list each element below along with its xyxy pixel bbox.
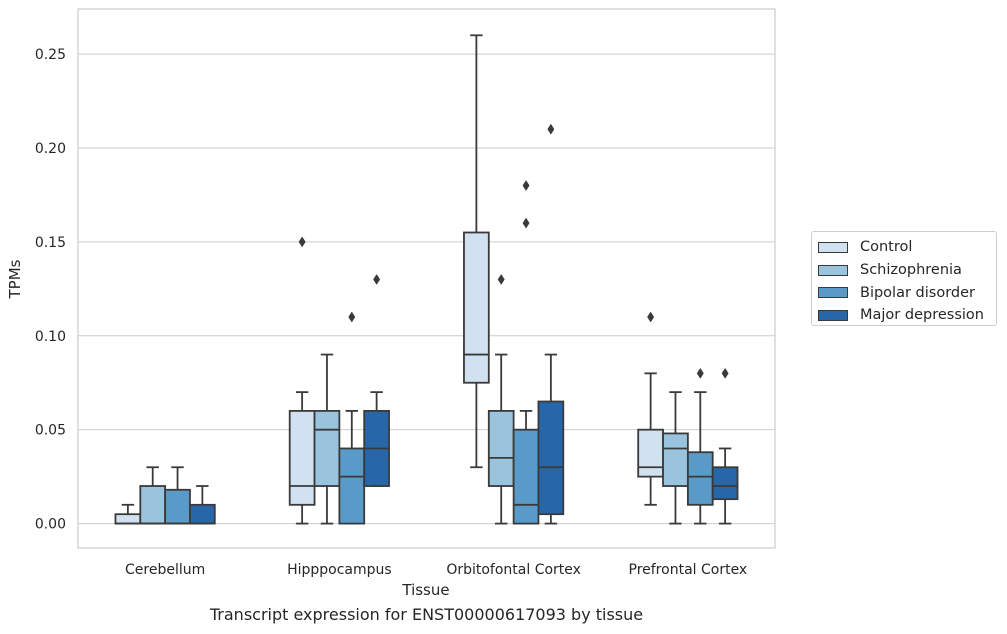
outlier-point xyxy=(497,273,505,285)
box-major-depression xyxy=(189,485,216,525)
legend-swatch xyxy=(818,309,848,321)
outlier-point xyxy=(373,273,381,285)
chart-caption: Transcript expression for ENST0000061709… xyxy=(209,605,644,624)
box-bipolar-disorder xyxy=(338,311,366,525)
box-iqr xyxy=(338,447,366,525)
legend: Control Schizophrenia Bipolar disorder Majo… xyxy=(811,231,997,326)
box-schizophrenia xyxy=(662,391,689,525)
box-bipolar-disorder xyxy=(686,367,714,525)
y-axis-ticks: 0.00 0.05 0.10 0.15 0.20 0.25 xyxy=(35,47,66,533)
box-control xyxy=(637,311,664,506)
legend-item: Schizophrenia xyxy=(818,259,990,282)
y-tick-label: 0.10 xyxy=(35,329,66,345)
outlier-point xyxy=(647,311,655,323)
legend-item: Bipolar disorder xyxy=(818,281,990,304)
gridlines xyxy=(78,53,775,525)
y-tick-label: 0.05 xyxy=(35,423,66,439)
y-tick-label: 0.15 xyxy=(35,235,66,251)
outlier-point xyxy=(721,367,729,379)
box-control xyxy=(114,503,142,525)
box-iqr xyxy=(164,488,191,525)
x-axis-label: Tissue xyxy=(401,581,449,599)
y-axis-label: TPMs xyxy=(6,259,24,299)
box-major-depression xyxy=(537,123,565,525)
box-bipolar-disorder xyxy=(164,466,191,525)
legend-label: Major depression xyxy=(860,307,984,324)
box-iqr xyxy=(686,451,714,506)
outlier-point xyxy=(547,123,555,135)
legend-label: Schizophrenia xyxy=(860,262,962,279)
box-iqr xyxy=(189,503,216,525)
legend-item: Major depression xyxy=(818,304,990,327)
x-tick-label: Orbitofontal Cortex xyxy=(446,562,581,578)
x-tick-label: Prefrontal Cortex xyxy=(629,562,748,578)
box-schizophrenia xyxy=(139,466,167,525)
box-control xyxy=(288,236,316,525)
outlier-point xyxy=(348,311,356,323)
box-iqr xyxy=(114,513,142,525)
box-groups xyxy=(114,34,739,525)
box-iqr xyxy=(288,410,316,506)
box-iqr xyxy=(463,231,490,384)
box-iqr xyxy=(313,410,341,487)
box-bipolar-disorder xyxy=(512,180,540,525)
plot-frame xyxy=(77,8,776,549)
x-tick-label: Hipppocampus xyxy=(287,562,392,578)
legend-item: Control xyxy=(818,236,990,259)
box-schizophrenia xyxy=(487,273,515,525)
y-tick-label: 0.25 xyxy=(35,47,66,63)
box-iqr xyxy=(637,428,664,478)
box-schizophrenia xyxy=(313,353,341,525)
outlier-point xyxy=(696,367,704,379)
legend-swatch xyxy=(818,241,848,253)
box-iqr xyxy=(537,400,565,516)
x-tick-label: Cerebellum xyxy=(125,562,205,578)
box-iqr xyxy=(711,466,739,501)
box-iqr xyxy=(662,432,689,487)
y-tick-label: 0.20 xyxy=(35,141,66,157)
legend-label: Control xyxy=(860,239,913,256)
legend-swatch xyxy=(818,287,848,299)
box-major-depression xyxy=(363,273,390,487)
box-iqr xyxy=(512,428,540,525)
legend-swatch xyxy=(818,264,848,276)
outlier-point xyxy=(522,217,530,229)
outlier-point xyxy=(522,180,530,192)
legend-label: Bipolar disorder xyxy=(860,284,975,301)
box-iqr xyxy=(139,485,167,525)
y-tick-label: 0.00 xyxy=(35,517,66,533)
box-iqr xyxy=(487,410,515,487)
plot-border xyxy=(77,8,776,549)
x-axis-ticks: Cerebellum Hipppocampus Orbitofontal Corte… xyxy=(125,562,747,578)
outlier-point xyxy=(298,236,306,248)
box-major-depression xyxy=(711,367,739,525)
box-control xyxy=(463,34,490,469)
